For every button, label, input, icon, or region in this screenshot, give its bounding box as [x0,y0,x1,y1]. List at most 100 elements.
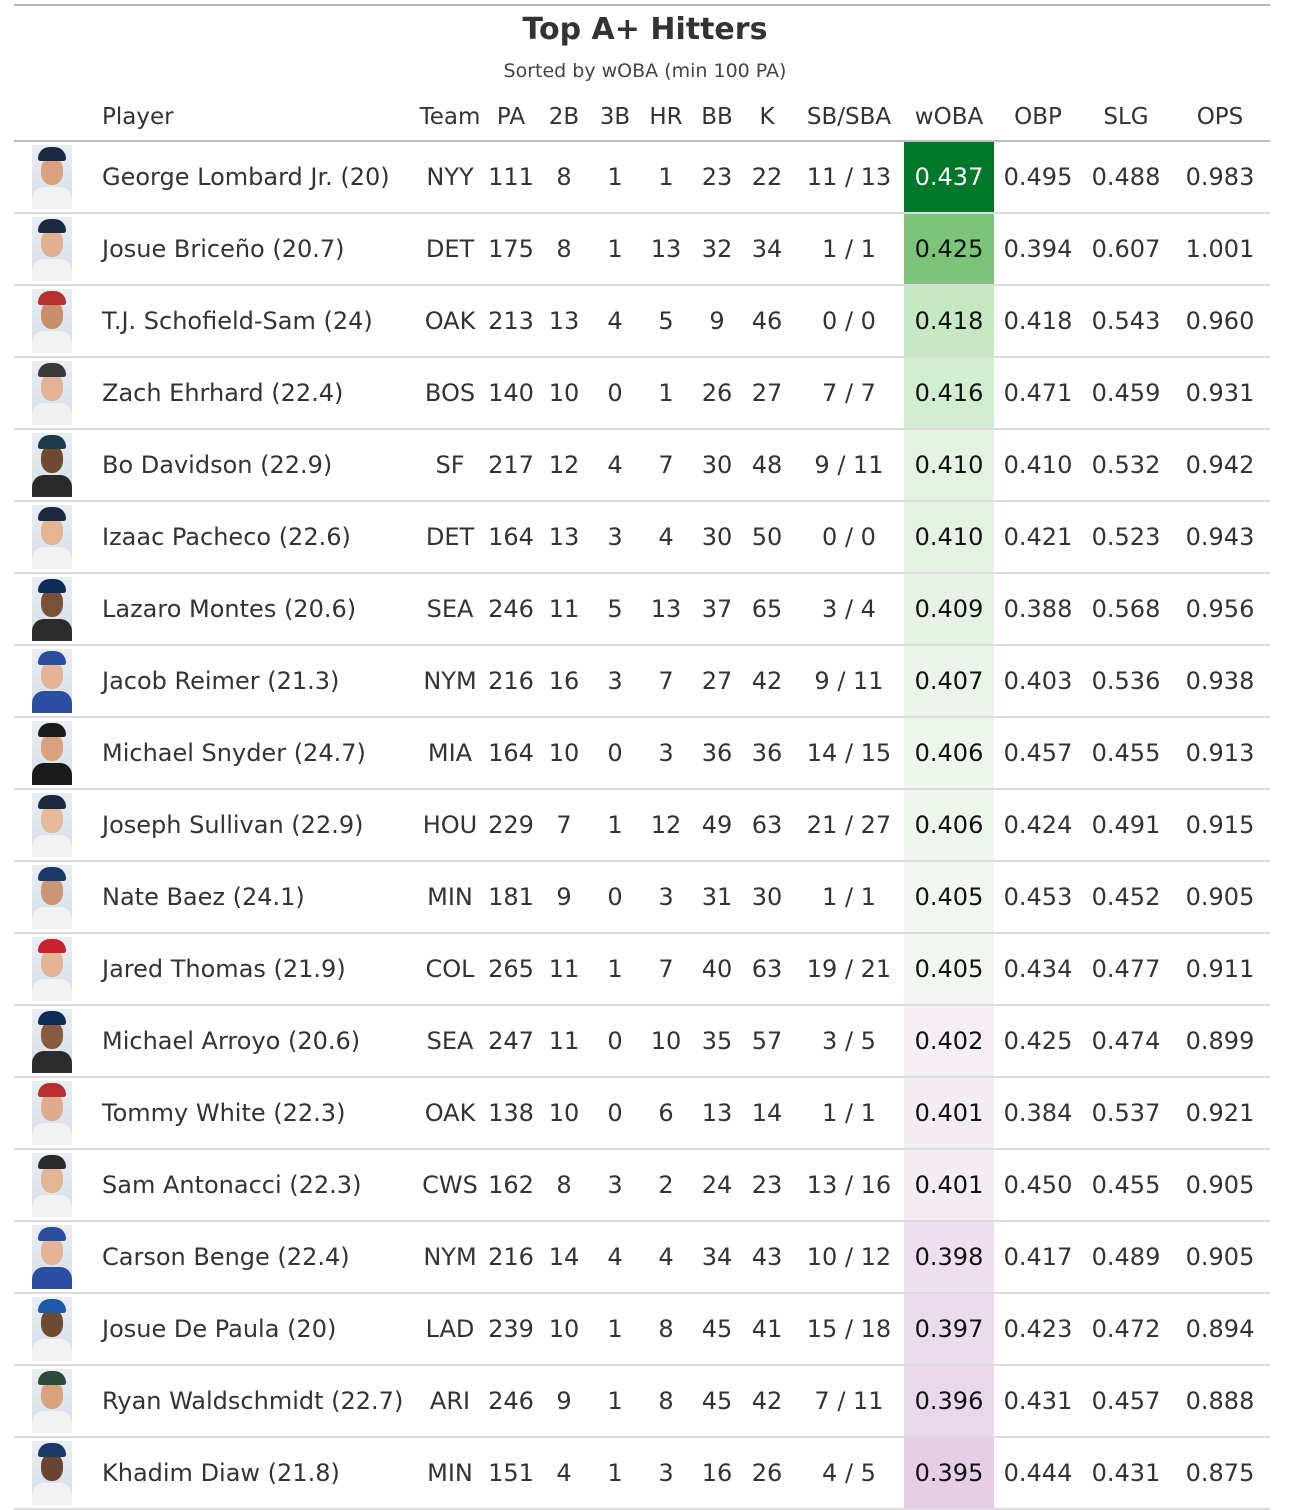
team-cell: SEA [414,1005,486,1078]
team-cell: ARI [414,1365,486,1438]
table-row[interactable]: Tommy White (22.3) OAK 138 10 0 6 13 14 1 / 1 0.4… [14,1077,1270,1150]
player-name[interactable]: George Lombard Jr. (20) [96,141,414,214]
player-name[interactable]: Lazaro Montes (20.6) [96,573,414,646]
table-row[interactable]: Ryan Waldschmidt (22.7) ARI 246 9 1 8 45 42 7 / … [14,1365,1270,1438]
player-name[interactable]: Joseph Sullivan (22.9) [96,789,414,862]
pa-cell: 265 [486,933,536,1006]
slg-cell: 0.474 [1082,1005,1170,1078]
table-row[interactable]: Michael Arroyo (20.6) SEA 247 11 0 10 35 57 3 / … [14,1005,1270,1078]
table-row[interactable]: Josue De Paula (20) LAD 239 10 1 8 45 41 15 / 18… [14,1293,1270,1366]
headshot-cap [38,651,66,665]
pa-cell: 229 [486,789,536,862]
woba-cell: 0.401 [904,1077,994,1150]
strikeouts-cell: 26 [740,1437,794,1510]
player-name[interactable]: Josue De Paula (20) [96,1293,414,1366]
headshot-cap [38,1443,66,1457]
table-row[interactable]: Khadim Diaw (21.8) MIN 151 4 1 3 16 26 4 / 5 0.39… [14,1437,1270,1510]
column-header-pa[interactable]: PA [486,94,536,142]
strikeouts-cell: 43 [740,1221,794,1294]
table-row[interactable]: George Lombard Jr. (20) NYY 111 8 1 1 23 22 11 /… [14,141,1270,214]
player-headshot [32,289,72,353]
column-header-obp[interactable]: OBP [994,94,1082,142]
column-header-player[interactable]: Player [96,94,414,142]
pa-cell: 175 [486,213,536,286]
player-name[interactable]: Sam Antonacci (22.3) [96,1149,414,1222]
player-headshot [32,577,72,641]
column-header-2b[interactable]: 2B [536,94,592,142]
team-cell: MIA [414,717,486,790]
player-name[interactable]: Nate Baez (24.1) [96,861,414,934]
hr-cell: 7 [638,933,694,1006]
player-name[interactable]: Khadim Diaw (21.8) [96,1437,414,1510]
table-row[interactable]: Nate Baez (24.1) MIN 181 9 0 3 31 30 1 / 1 0.405 0… [14,861,1270,934]
player-name[interactable]: Tommy White (22.3) [96,1077,414,1150]
headshot-jersey [32,1195,72,1217]
player-name[interactable]: Carson Benge (22.4) [96,1221,414,1294]
headshot-cap [38,1227,66,1241]
column-header-3b[interactable]: 3B [592,94,638,142]
column-header-ops[interactable]: OPS [1170,94,1270,142]
top-rule [14,4,1270,6]
player-name[interactable]: Michael Arroyo (20.6) [96,1005,414,1078]
column-header-sb-sba[interactable]: SB/SBA [794,94,904,142]
table-row[interactable]: Bo Davidson (22.9) SF 217 12 4 7 30 48 9 / 11 0.4… [14,429,1270,502]
table-row[interactable]: Lazaro Montes (20.6) SEA 246 11 5 13 37 65 3 / 4… [14,573,1270,646]
triples-cell: 3 [592,501,638,574]
triples-cell: 3 [592,1149,638,1222]
headshot-face [41,517,63,545]
obp-cell: 0.495 [994,141,1082,214]
hr-cell: 7 [638,645,694,718]
table-row[interactable]: Michael Snyder (24.7) MIA 164 10 0 3 36 36 14 / … [14,717,1270,790]
bb-cell: 16 [694,1437,740,1510]
table-row[interactable]: T.J. Schofield-Sam (24) OAK 213 13 4 5 9 46 0 / … [14,285,1270,358]
photo-cell [14,717,96,790]
table-row[interactable]: Carson Benge (22.4) NYM 216 14 4 4 34 43 10 / 12… [14,1221,1270,1294]
player-name[interactable]: Ryan Waldschmidt (22.7) [96,1365,414,1438]
player-headshot [32,937,72,1001]
table-row[interactable]: Jacob Reimer (21.3) NYM 216 16 3 7 27 42 9 / 11 0… [14,645,1270,718]
column-header-team[interactable]: Team [414,94,486,142]
doubles-cell: 7 [536,789,592,862]
headshot-face [41,229,63,257]
doubles-cell: 16 [536,645,592,718]
sb-sba-cell: 1 / 1 [794,861,904,934]
table-row[interactable]: Sam Antonacci (22.3) CWS 162 8 3 2 24 23 13 / 16… [14,1149,1270,1222]
player-name[interactable]: Jared Thomas (21.9) [96,933,414,1006]
table-row[interactable]: Zach Ehrhard (22.4) BOS 140 10 0 1 26 27 7 / 7 0.… [14,357,1270,430]
team-cell: OAK [414,285,486,358]
sb-sba-cell: 1 / 1 [794,213,904,286]
player-name[interactable]: Bo Davidson (22.9) [96,429,414,502]
obp-cell: 0.417 [994,1221,1082,1294]
table-subtitle: Sorted by wOBA (min 100 PA) [503,60,787,82]
player-name[interactable]: T.J. Schofield-Sam (24) [96,285,414,358]
table-row[interactable]: Jared Thomas (21.9) COL 265 11 1 7 40 63 19 / 21… [14,933,1270,1006]
column-header-slg[interactable]: SLG [1082,94,1170,142]
headshot-face [41,301,63,329]
photo-cell [14,573,96,646]
hr-cell: 6 [638,1077,694,1150]
headshot-face [41,373,63,401]
table-row[interactable]: Joseph Sullivan (22.9) HOU 229 7 1 12 49 63 21 /… [14,789,1270,862]
player-name[interactable]: Zach Ehrhard (22.4) [96,357,414,430]
player-name[interactable]: Izaac Pacheco (22.6) [96,501,414,574]
strikeouts-cell: 41 [740,1293,794,1366]
headshot-face [41,661,63,689]
slg-cell: 0.472 [1082,1293,1170,1366]
slg-cell: 0.543 [1082,285,1170,358]
pa-cell: 216 [486,645,536,718]
column-header-bb[interactable]: BB [694,94,740,142]
player-name[interactable]: Jacob Reimer (21.3) [96,645,414,718]
pa-cell: 217 [486,429,536,502]
strikeouts-cell: 34 [740,213,794,286]
pa-cell: 151 [486,1437,536,1510]
ops-cell: 0.905 [1170,1221,1270,1294]
column-header-hr[interactable]: HR [638,94,694,142]
player-name[interactable]: Michael Snyder (24.7) [96,717,414,790]
column-header-woba[interactable]: wOBA [904,94,994,142]
column-header-k[interactable]: K [740,94,794,142]
player-name[interactable]: Josue Briceño (20.7) [96,213,414,286]
ops-cell: 0.983 [1170,141,1270,214]
ops-cell: 0.894 [1170,1293,1270,1366]
